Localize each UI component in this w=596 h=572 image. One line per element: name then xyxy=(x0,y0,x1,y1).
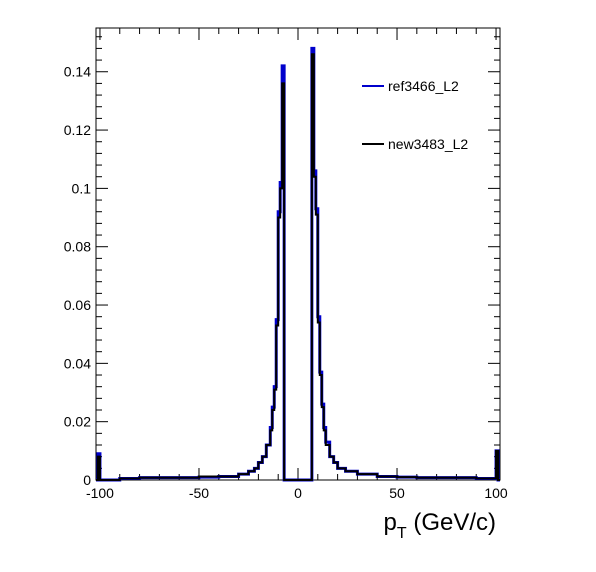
y-tick-label: 0 xyxy=(83,472,91,488)
y-tick-label: 0.12 xyxy=(64,122,91,138)
x-tick-label: 50 xyxy=(389,485,405,501)
series-line-new3483_L2 xyxy=(96,53,500,481)
legend-label-ref3466_L2: ref3466_L2 xyxy=(388,78,459,94)
x-tick-label: -50 xyxy=(189,485,209,501)
x-axis-title-symbol: p xyxy=(384,509,397,536)
x-tick-label: 100 xyxy=(484,485,508,501)
y-tick-label: 0.1 xyxy=(72,180,92,196)
legend-label-new3483_L2: new3483_L2 xyxy=(388,136,468,152)
y-tick-label: 0.08 xyxy=(64,239,91,255)
series-layer xyxy=(96,46,500,482)
y-tick-label: 0.04 xyxy=(64,355,91,371)
x-tick-label: 0 xyxy=(294,485,302,501)
y-tick-label: 0.02 xyxy=(64,414,91,430)
series-line-ref3466_L2 xyxy=(96,46,500,482)
x-axis-title-unit: (GeV/c) xyxy=(407,509,496,536)
x-axis-title: pT (GeV/c) xyxy=(384,509,496,542)
legend: ref3466_L2 new3483_L2 xyxy=(362,78,468,152)
x-axis-ticks: -100 -50 0 50 100 xyxy=(86,28,508,501)
y-axis-ticks: 0 0.02 0.04 0.06 0.08 0.1 0.12 0.14 xyxy=(64,36,500,488)
x-tick-label: -100 xyxy=(86,485,114,501)
y-tick-label: 0.14 xyxy=(64,64,91,80)
x-axis-title-subscript: T xyxy=(397,525,407,542)
plot-frame xyxy=(95,27,501,481)
y-tick-label: 0.06 xyxy=(64,297,91,313)
